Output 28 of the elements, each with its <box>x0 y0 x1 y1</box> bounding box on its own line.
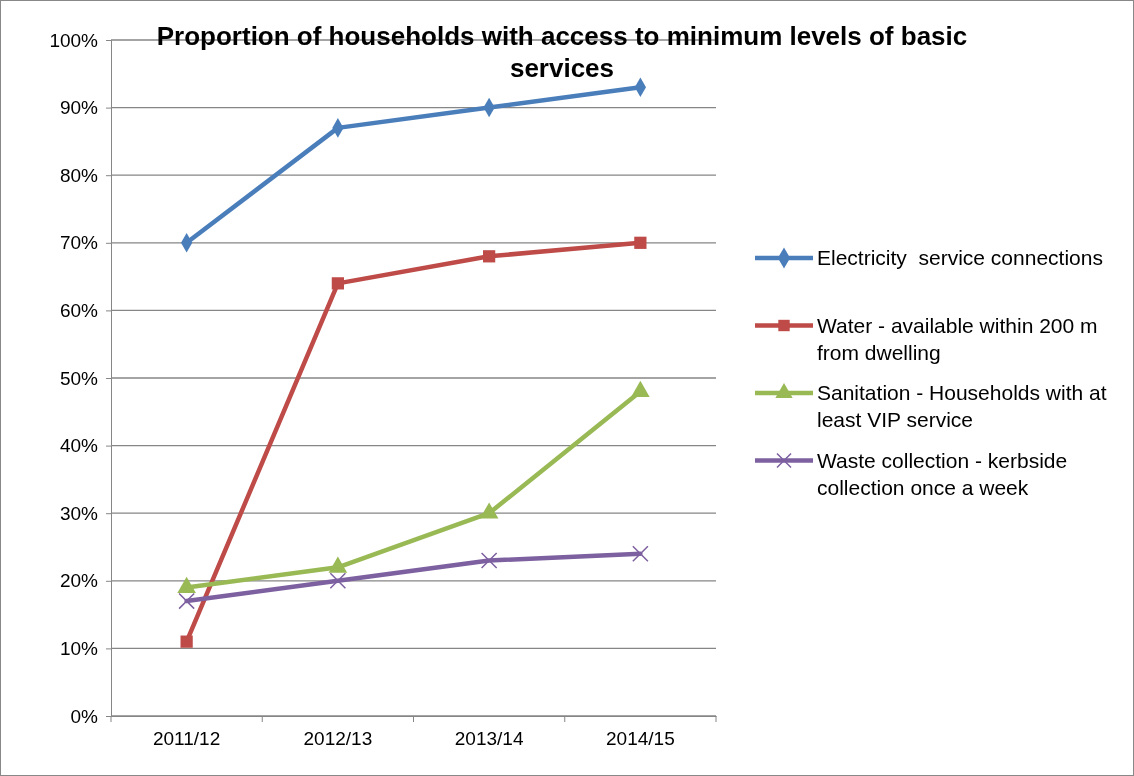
y-tick-label: 0% <box>70 705 99 727</box>
legend-label: Sanitation - Households with at least VIP service <box>817 381 1107 431</box>
point <box>632 545 649 563</box>
x-tick-label: 2011/12 <box>152 728 221 750</box>
point <box>634 236 647 249</box>
point <box>480 552 498 569</box>
y-tick-label: 20% <box>59 570 99 592</box>
y-tick-label: 100% <box>49 29 99 51</box>
legend-label: Electricity service connections <box>817 246 1103 269</box>
point <box>331 277 344 290</box>
y-tick-label: 50% <box>59 367 99 389</box>
y-tick-label: 40% <box>59 435 99 457</box>
y-tick-label: 60% <box>59 299 99 321</box>
y-tick-label: 30% <box>59 502 99 524</box>
point <box>180 635 193 648</box>
chart-title: Proportion of households with access to minimum levels of basic services <box>156 21 968 83</box>
legend-label: Waste collection - kerbside collection once a week <box>817 448 1068 499</box>
y-tick-label: 10% <box>59 637 99 659</box>
point <box>329 572 347 590</box>
x-tick-label: 2012/13 <box>303 728 373 750</box>
x-tick-label: 2014/15 <box>606 728 675 750</box>
y-tick-label: 90% <box>59 97 99 119</box>
point <box>483 250 496 263</box>
legend-label: Water - available within 200 m from dwelling <box>817 313 1098 364</box>
y-tick-label: 70% <box>59 232 99 254</box>
x-tick-label: 2013/14 <box>454 728 524 750</box>
point <box>178 592 195 610</box>
y-tick-label: 80% <box>59 164 99 186</box>
